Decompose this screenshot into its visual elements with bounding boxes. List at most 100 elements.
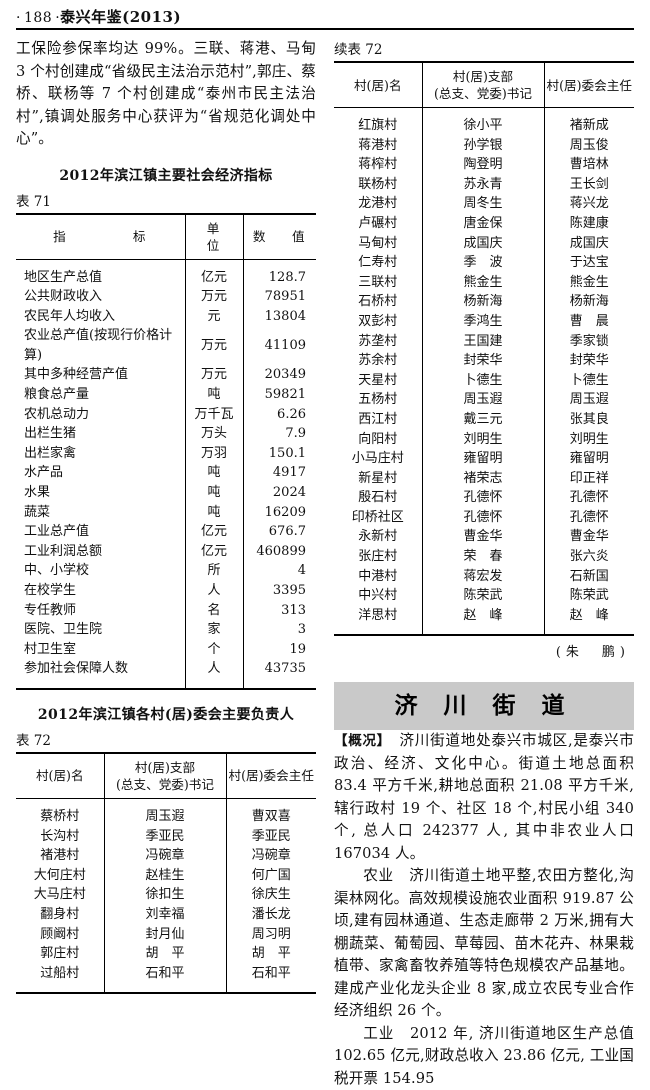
t71-unit: 吨 [184,502,243,523]
table71-tail-spacer [16,678,316,689]
t72c-secretary: 苏永青 [421,174,544,195]
table71-block: 2012年滨江镇主要社会经济指标 表 71 指 标 单 位 数 值 地区生产总值… [16,165,316,691]
t72c-director: 孔德怀 [543,507,634,528]
t72c-secretary: 成国庆 [421,233,544,254]
t72-director: 曹双喜 [225,806,316,827]
table-row: 褚港村 冯碗章 冯碗章 [16,846,316,866]
table72-tail-spacer [16,983,316,994]
t72c-secretary: 雍留明 [421,449,544,469]
table-row: 郭庄村 胡 平胡 平 [16,944,316,964]
table71-header-indicator: 指 标 [16,212,185,260]
t72c-secretary: 周冬生 [421,194,544,214]
continued-paragraph: 工保险参保率均达 99%。三联、蒋港、马甸 3 个村创建成“省级民主法治示范村”… [16,40,316,147]
table-row: 卢碾村 唐金保 陈建康 [334,213,634,234]
table-row: 马甸村 成国庆 成国庆 [334,233,634,254]
t72c-director: 孔德怀 [543,488,634,508]
t72c-director: 成国庆 [543,233,634,254]
t71-unit: 家 [184,620,243,640]
t71-indicator: 农机总动力 [24,406,90,422]
agriculture-paragraph: 农业 济川街道土地平整,农田方整化,沟渠林网化。高效规模设施农业面积 919.8… [334,865,634,1023]
table-row: 过船村 石和平 石和平 [16,963,316,984]
t72c-village: 三联村 [358,274,398,290]
t71-indicator: 出栏家禽 [24,445,77,461]
rule-cell [226,992,316,996]
t71-indicator: 其中多种经营产值 [24,367,129,383]
table72c-header-village: 村(居)名 [334,61,422,108]
rule-cell [16,687,185,691]
table72-header-director: 村(居)委会主任 [225,751,316,799]
t71-value: 128.7 [242,267,316,288]
table-row: 天星村 卜德生 卜德生 [334,370,634,391]
t71-value: 7.9 [242,424,316,444]
t72-village: 过船村 [40,965,80,981]
t72-director: 潘长龙 [225,904,316,925]
t72c-director: 曹 晨 [543,311,634,332]
t72-secretary: 胡 平 [103,944,226,964]
t72c-secretary: 卜德生 [421,370,544,391]
running-head-dot-left: · [16,10,21,26]
spacer-cell [16,679,185,689]
t72-secretary: 周玉遐 [103,806,226,827]
t72c-village: 中港村 [358,568,398,584]
t72c-secretary: 刘明生 [421,429,544,450]
t71-indicator: 地区生产总值 [24,269,103,285]
t72c-director: 陈荣武 [543,586,634,606]
t72-village: 褚港村 [40,848,80,864]
t72c-director: 季家锁 [543,331,634,352]
table-row: 蒋榨村 陶登明 曹培林 [334,155,634,175]
t71-value: 2024 [242,483,316,503]
table-row: 公共财政收入 万元 78951 [16,287,316,307]
t71-indicator: 在校学生 [24,583,77,598]
t71-value: 3 [242,620,316,640]
table72-foot [16,992,316,996]
rule-cell [104,992,226,996]
t71-value: 3395 [242,581,316,601]
table71-spacer [16,259,316,268]
t71-indicator: 中、小学校 [24,563,90,579]
t72c-village: 印桥社区 [351,509,404,525]
agriculture-text: 济川街道土地平整,农田方整化,沟渠林网化。高效规模设施农业面积 919.87 公… [334,867,634,1020]
table-row: 仁寿村 季 波于达宝 [334,253,634,273]
yearbook-page: · 188 ·泰兴年鉴(2013) 工保险参保率均达 99%。三联、蒋港、马甸 3 … [16,6,634,1087]
book-title: 泰兴年鉴(2013) [60,8,182,26]
t72c-village: 仁寿村 [358,255,398,271]
t72-village: 顾阚村 [40,926,80,942]
t71-indicator: 农民年人均收入 [24,308,116,324]
t72c-village: 殷石村 [358,490,398,506]
table-row: 向阳村 刘明生 刘明生 [334,429,634,450]
t71-value: 150.1 [242,443,316,464]
running-head: · 188 ·泰兴年鉴(2013) [16,6,634,27]
t71-indicator: 医院、卫生院 [24,622,103,638]
t72-village: 蔡桥村 [40,808,80,824]
table-row: 顾阚村 封月仙 周习明 [16,924,316,945]
t71-unit: 所 [184,561,243,581]
t71-unit: 吨 [184,385,243,405]
t71-value: 4 [242,561,316,581]
t72c-village: 蒋港村 [358,137,398,153]
t72c-village: 红旗村 [358,118,398,133]
table72c-credit: (朱 鹏) [555,645,630,661]
t72c-village: 中兴村 [358,588,398,604]
spacer-cell [242,259,316,268]
t72-village: 大马庄村 [33,887,86,903]
t72c-director: 周玉遐 [543,390,634,410]
t72c-village: 双彭村 [358,313,398,329]
t71-indicator: 农业总产值(按现行价格计算) [24,328,173,363]
table72-header-secretary: 村(居)支部 (总支、党委)书记 [103,751,226,799]
table72-header-village: 村(居)名 [16,751,104,799]
table-row: 翻身村 刘幸福 潘长龙 [16,904,316,925]
table-row: 蔡桥村 周玉遐 曹双喜 [16,806,316,827]
table-row: 参加社会保障人数 人 43735 [16,659,316,679]
t72-village: 大何庄村 [33,867,86,883]
t71-indicator: 村卫生室 [24,641,77,657]
t72c-director: 刘明生 [543,429,634,450]
table71-foot [16,687,316,691]
rule-cell [334,634,422,638]
t72c-village: 蒋榨村 [358,157,398,173]
table-row: 农机总动力 万千瓦 6.26 [16,404,316,425]
spacer-cell [16,798,104,807]
rule-cell [185,687,243,691]
table72-header-secretary-line2: (总支、党委)书记 [116,776,214,792]
table72-cont-number: 续表 72 [334,42,383,58]
t71-value: 13804 [242,306,316,327]
